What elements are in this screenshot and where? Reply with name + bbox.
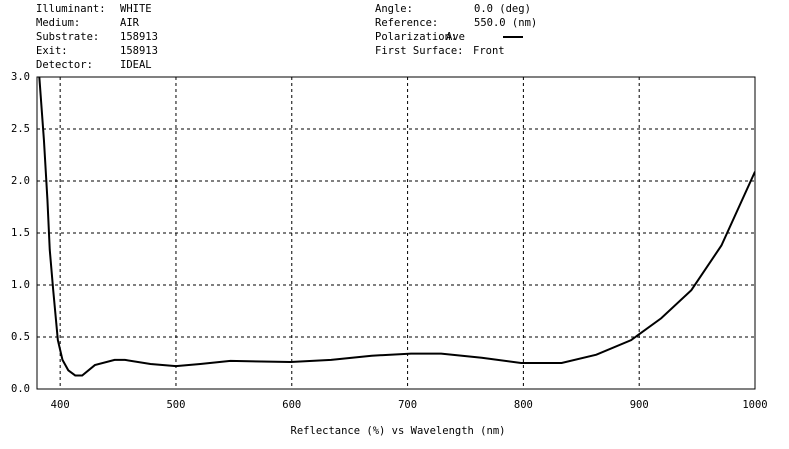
x-tick-label: 400 xyxy=(51,399,70,411)
info-label: Medium: xyxy=(36,17,80,29)
x-tick-label: 600 xyxy=(282,399,301,411)
info-value: Front xyxy=(473,45,505,57)
info-value: 550.0 (nm) xyxy=(474,17,537,29)
info-value: IDEAL xyxy=(120,59,152,71)
info-value: AIR xyxy=(120,17,140,29)
y-tick-label: 0.5 xyxy=(11,331,30,343)
info-label: Angle: xyxy=(375,3,413,15)
plot-frame xyxy=(36,76,756,390)
info-label: Substrate: xyxy=(36,31,99,43)
x-tick-label: 900 xyxy=(630,399,649,411)
y-tick-label: 2.5 xyxy=(11,123,30,135)
y-tick-label: 3.0 xyxy=(11,71,30,83)
info-value: 158913 xyxy=(120,45,158,57)
info-value: 158913 xyxy=(120,31,158,43)
y-tick-label: 0.0 xyxy=(11,383,30,395)
info-value: 0.0 (deg) xyxy=(474,3,531,15)
info-label: First Surface: xyxy=(375,45,464,57)
info-label: Detector: xyxy=(36,59,93,71)
y-tick-label: 1.0 xyxy=(11,279,30,291)
y-tick-label: 1.5 xyxy=(11,227,30,239)
info-value: WHITE xyxy=(120,3,152,15)
x-axis-label: Reflectance (%) vs Wavelength (nm) xyxy=(291,425,506,437)
info-label: Exit: xyxy=(36,45,68,57)
x-tick-label: 500 xyxy=(166,399,185,411)
x-tick-label: 1000 xyxy=(742,399,767,411)
data-line xyxy=(38,77,755,377)
x-tick-label: 700 xyxy=(398,399,417,411)
info-label: Reference: xyxy=(375,17,438,29)
info-label: Illuminant: xyxy=(36,3,106,15)
info-label: Polarization: xyxy=(375,31,457,43)
x-tick-label: 800 xyxy=(514,399,533,411)
legend-label: Ave xyxy=(446,31,465,43)
y-tick-label: 2.0 xyxy=(11,175,30,187)
